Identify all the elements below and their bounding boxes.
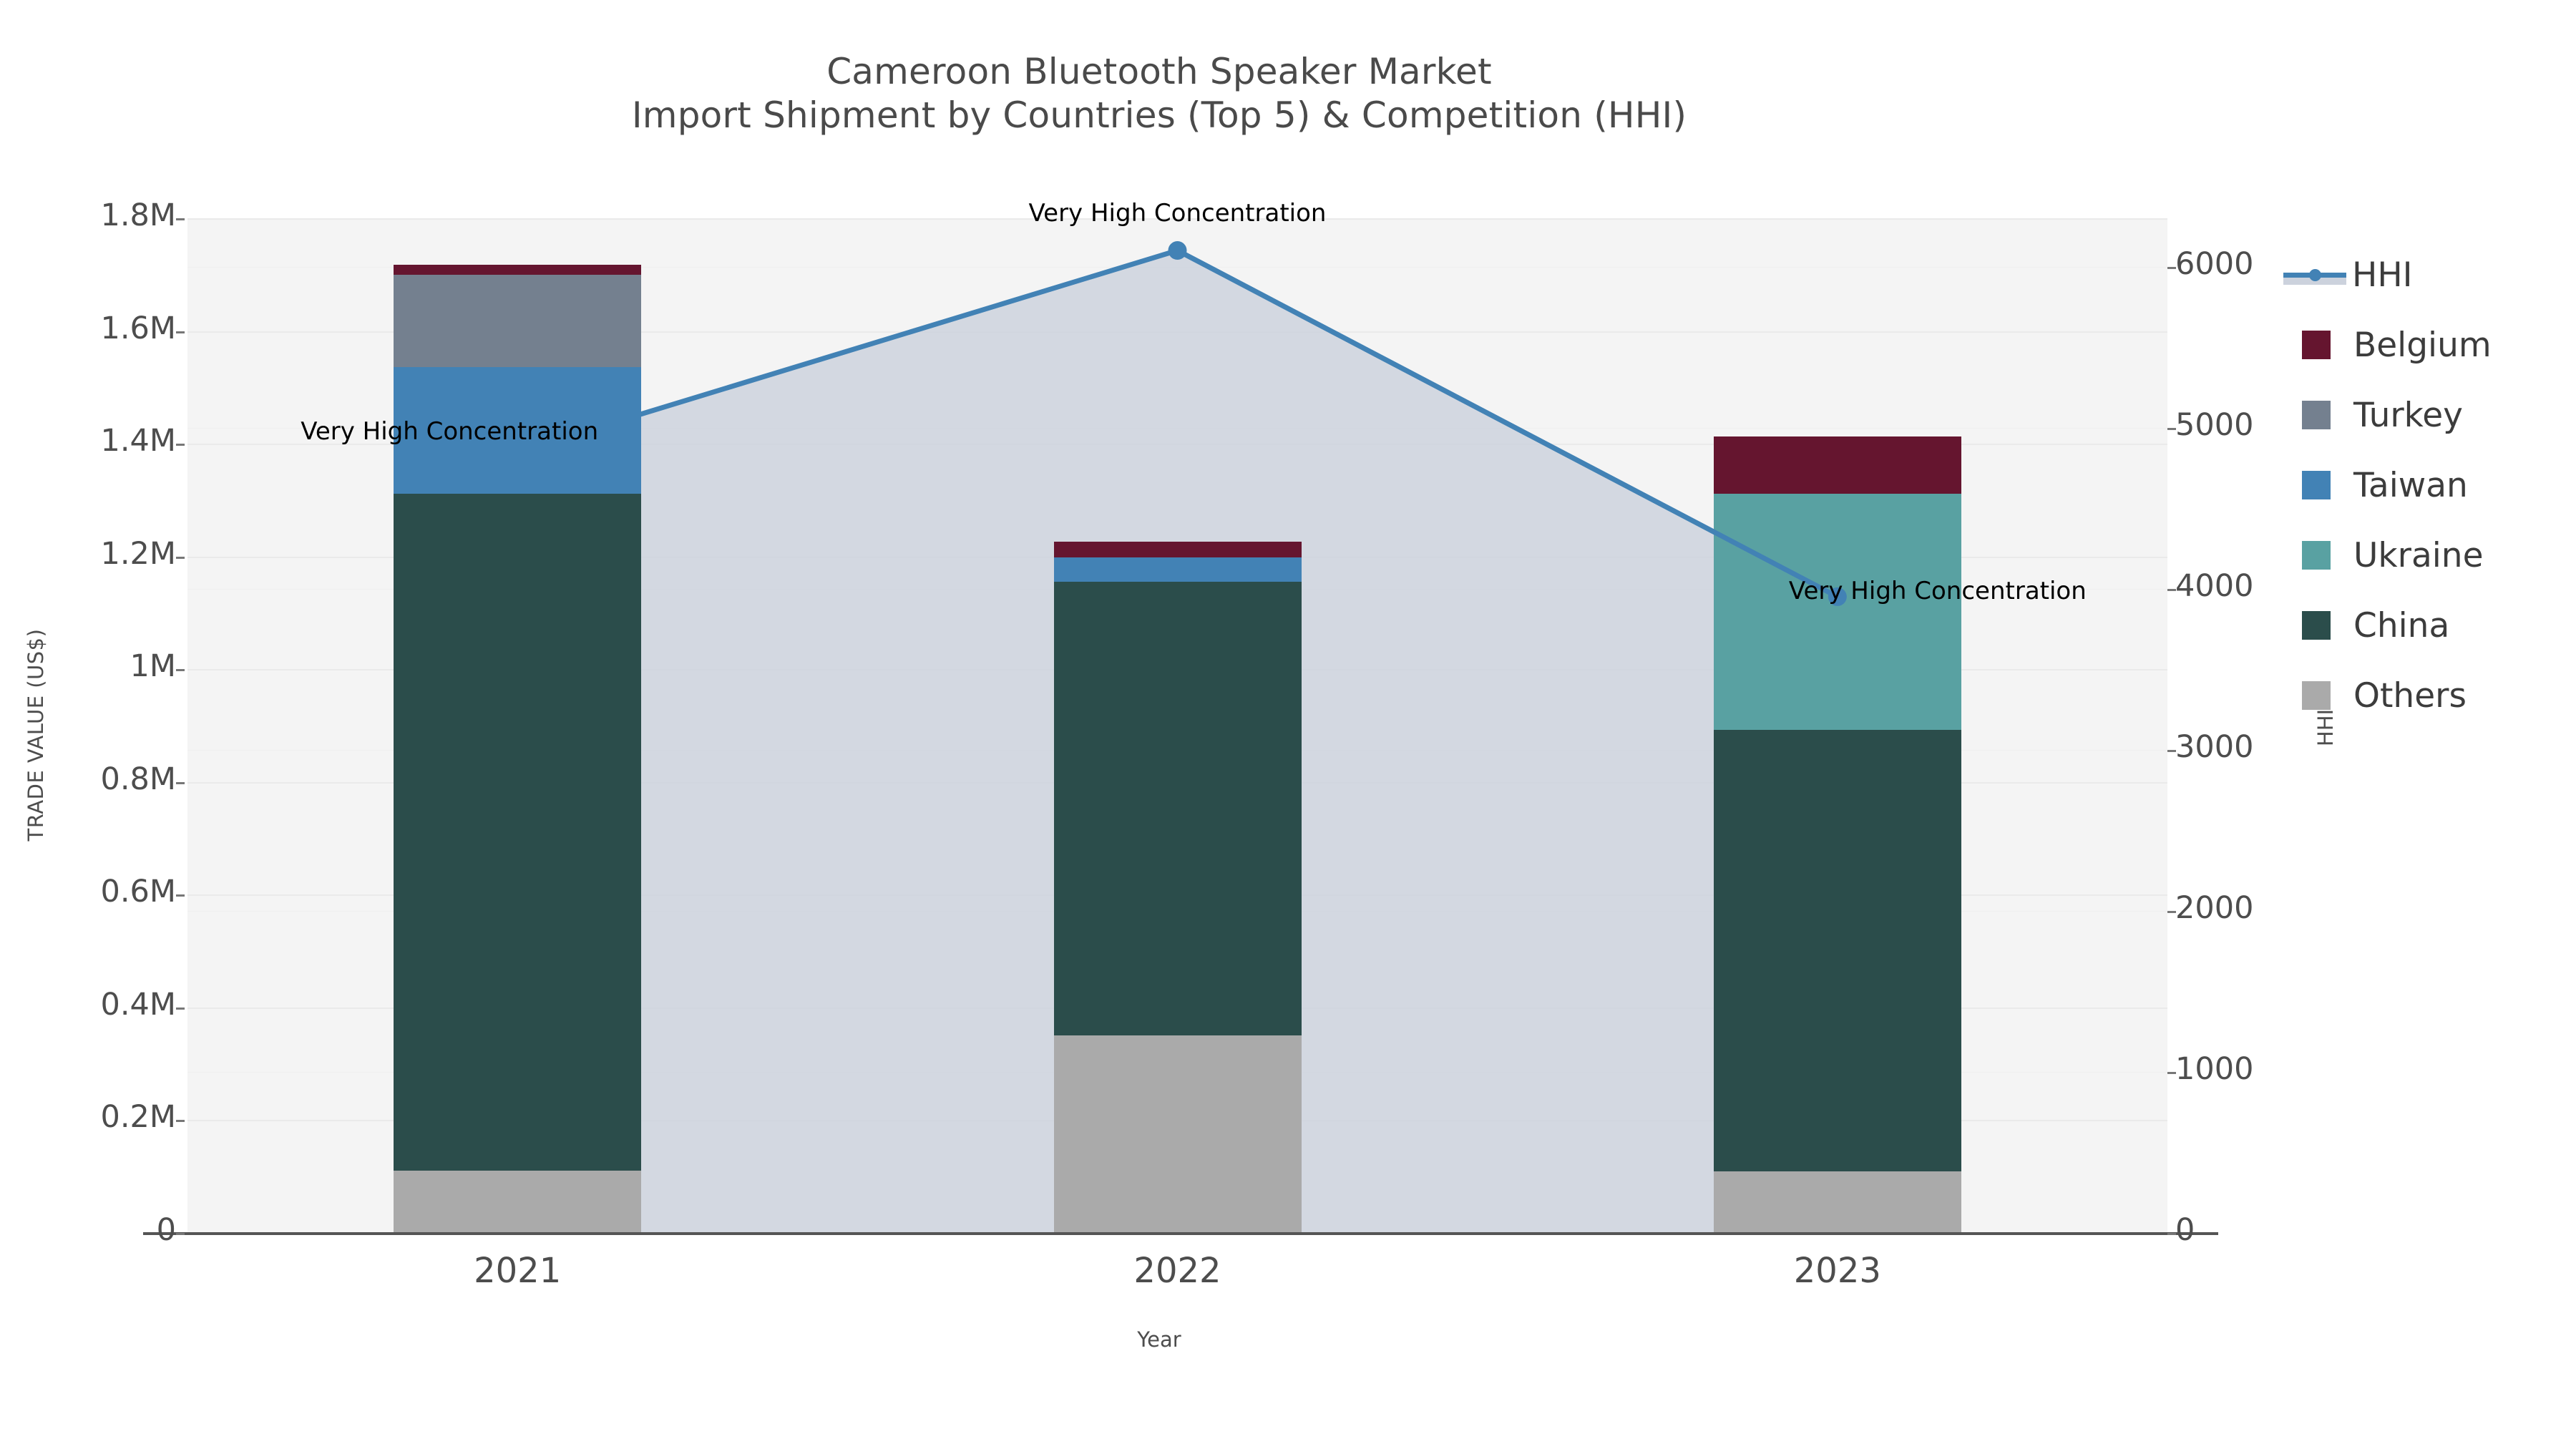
title-line-1: Cameroon Bluetooth Speaker Market — [826, 51, 1492, 92]
legend-swatch-icon — [2302, 331, 2331, 359]
x-tick-label-2022: 2022 — [1133, 1251, 1221, 1291]
legend-swatch-icon — [2302, 401, 2331, 429]
y-left-tick-label: 0 — [156, 1212, 176, 1248]
y-right-tick-label: 2000 — [2175, 889, 2254, 926]
y-right-tick-mark — [2167, 588, 2176, 591]
plot-area: Very High Concentration Very High Concent… — [187, 199, 2167, 1234]
y-axis-left-title: TRADE VALUE (US$) — [24, 628, 48, 841]
y-right-tick-label: 1000 — [2175, 1050, 2254, 1087]
y-right-tick-label: 4000 — [2175, 567, 2254, 604]
y-left-tick-mark — [176, 331, 185, 333]
y-right-tick-mark — [2167, 749, 2176, 752]
y-right-tick-mark — [2167, 910, 2176, 913]
gridline-left — [187, 218, 2167, 220]
bar-segment-taiwan-2022[interactable] — [1053, 557, 1302, 582]
bar-segment-turkey-2021[interactable] — [394, 274, 642, 367]
legend-swatch-icon — [2302, 681, 2331, 710]
legend-swatch-icon — [2302, 541, 2331, 570]
y-right-tick-mark — [2167, 427, 2176, 430]
y-left-tick-mark — [176, 1007, 185, 1010]
legend-item-taiwan[interactable]: Taiwan — [2286, 450, 2572, 520]
y-left-tick-label: 1.2M — [100, 535, 176, 572]
bar-segment-china-2023[interactable] — [1713, 730, 1961, 1172]
legend-label: China — [2353, 605, 2450, 645]
title-line-2: Import Shipment by Countries (Top 5) & C… — [631, 94, 1687, 136]
bar-segment-china-2022[interactable] — [1053, 582, 1302, 1036]
bar-segment-belgium-2023[interactable] — [1713, 436, 1961, 494]
y-right-tick-mark — [2167, 266, 2176, 269]
x-tick-label-2023: 2023 — [1793, 1251, 1881, 1291]
y-left-tick-mark — [176, 1120, 185, 1123]
x-axis-title: Year — [1137, 1327, 1181, 1352]
y-left-tick-label: 0.6M — [100, 874, 176, 910]
y-left-tick-mark — [176, 218, 185, 220]
y-left-tick-mark — [176, 669, 185, 672]
y-right-tick-label: 6000 — [2175, 245, 2254, 282]
legend-line-icon — [2283, 260, 2346, 289]
y-left-tick-label: 1.4M — [100, 423, 176, 459]
legend-item-belgium[interactable]: Belgium — [2286, 310, 2572, 380]
annotation-2021: Very High Concentration — [301, 417, 599, 447]
legend-label: Ukraine — [2353, 535, 2484, 575]
y-left-tick-mark — [176, 444, 185, 447]
legend-swatch-icon — [2302, 611, 2331, 640]
y-left-tick-mark — [176, 894, 185, 897]
y-left-tick-label: 1.8M — [100, 197, 176, 233]
legend: HHI Belgium Turkey Taiwan Ukraine China Others — [2283, 240, 2572, 731]
legend-label: Taiwan — [2353, 465, 2468, 505]
legend-label: HHI — [2352, 255, 2413, 295]
y-left-tick-mark — [176, 1233, 185, 1235]
legend-item-hhi[interactable]: HHI — [2283, 240, 2572, 310]
bar-segment-china-2021[interactable] — [394, 494, 642, 1171]
legend-label: Belgium — [2353, 325, 2492, 365]
bar-group-2021[interactable] — [394, 218, 642, 1233]
y-left-tick-label: 1.6M — [100, 310, 176, 346]
legend-item-china[interactable]: China — [2286, 590, 2572, 660]
y-left-tick-mark — [176, 781, 185, 784]
legend-item-turkey[interactable]: Turkey — [2286, 380, 2572, 450]
bar-segment-ukraine-2023[interactable] — [1713, 494, 1961, 731]
bar-segment-belgium-2021[interactable] — [394, 265, 642, 275]
y-left-tick-label: 0.4M — [100, 986, 176, 1023]
annotation-2023: Very High Concentration — [1788, 576, 2087, 605]
bar-segment-taiwan-2021[interactable] — [394, 366, 642, 494]
legend-item-others[interactable]: Others — [2286, 660, 2572, 731]
legend-label: Turkey — [2353, 395, 2463, 435]
y-right-tick-label: 5000 — [2175, 406, 2254, 443]
annotation-2022: Very High Concentration — [1028, 199, 1327, 228]
bar-segment-others-2023[interactable] — [1713, 1171, 1961, 1233]
bar-segment-belgium-2022[interactable] — [1053, 542, 1302, 558]
y-right-tick-label: 0 — [2175, 1212, 2195, 1248]
x-tick-label-2021: 2021 — [474, 1251, 562, 1291]
page-title: Cameroon Bluetooth Speaker Market Import… — [0, 50, 2318, 137]
bar-segment-others-2022[interactable] — [1053, 1035, 1302, 1233]
y-left-tick-label: 1M — [130, 648, 176, 685]
x-axis-line — [143, 1232, 2218, 1235]
bar-group-2022[interactable] — [1053, 218, 1302, 1233]
y-right-tick-mark — [2167, 1233, 2176, 1235]
legend-item-ukraine[interactable]: Ukraine — [2286, 520, 2572, 590]
bar-group-2023[interactable] — [1713, 218, 1961, 1233]
y-right-tick-mark — [2167, 1071, 2176, 1074]
y-left-tick-mark — [176, 556, 185, 559]
bar-segment-others-2021[interactable] — [394, 1171, 642, 1233]
legend-label: Others — [2353, 675, 2467, 716]
y-left-tick-label: 0.2M — [100, 1099, 176, 1136]
y-left-tick-label: 0.8M — [100, 761, 176, 797]
legend-swatch-icon — [2302, 471, 2331, 499]
y-right-tick-label: 3000 — [2175, 728, 2254, 765]
